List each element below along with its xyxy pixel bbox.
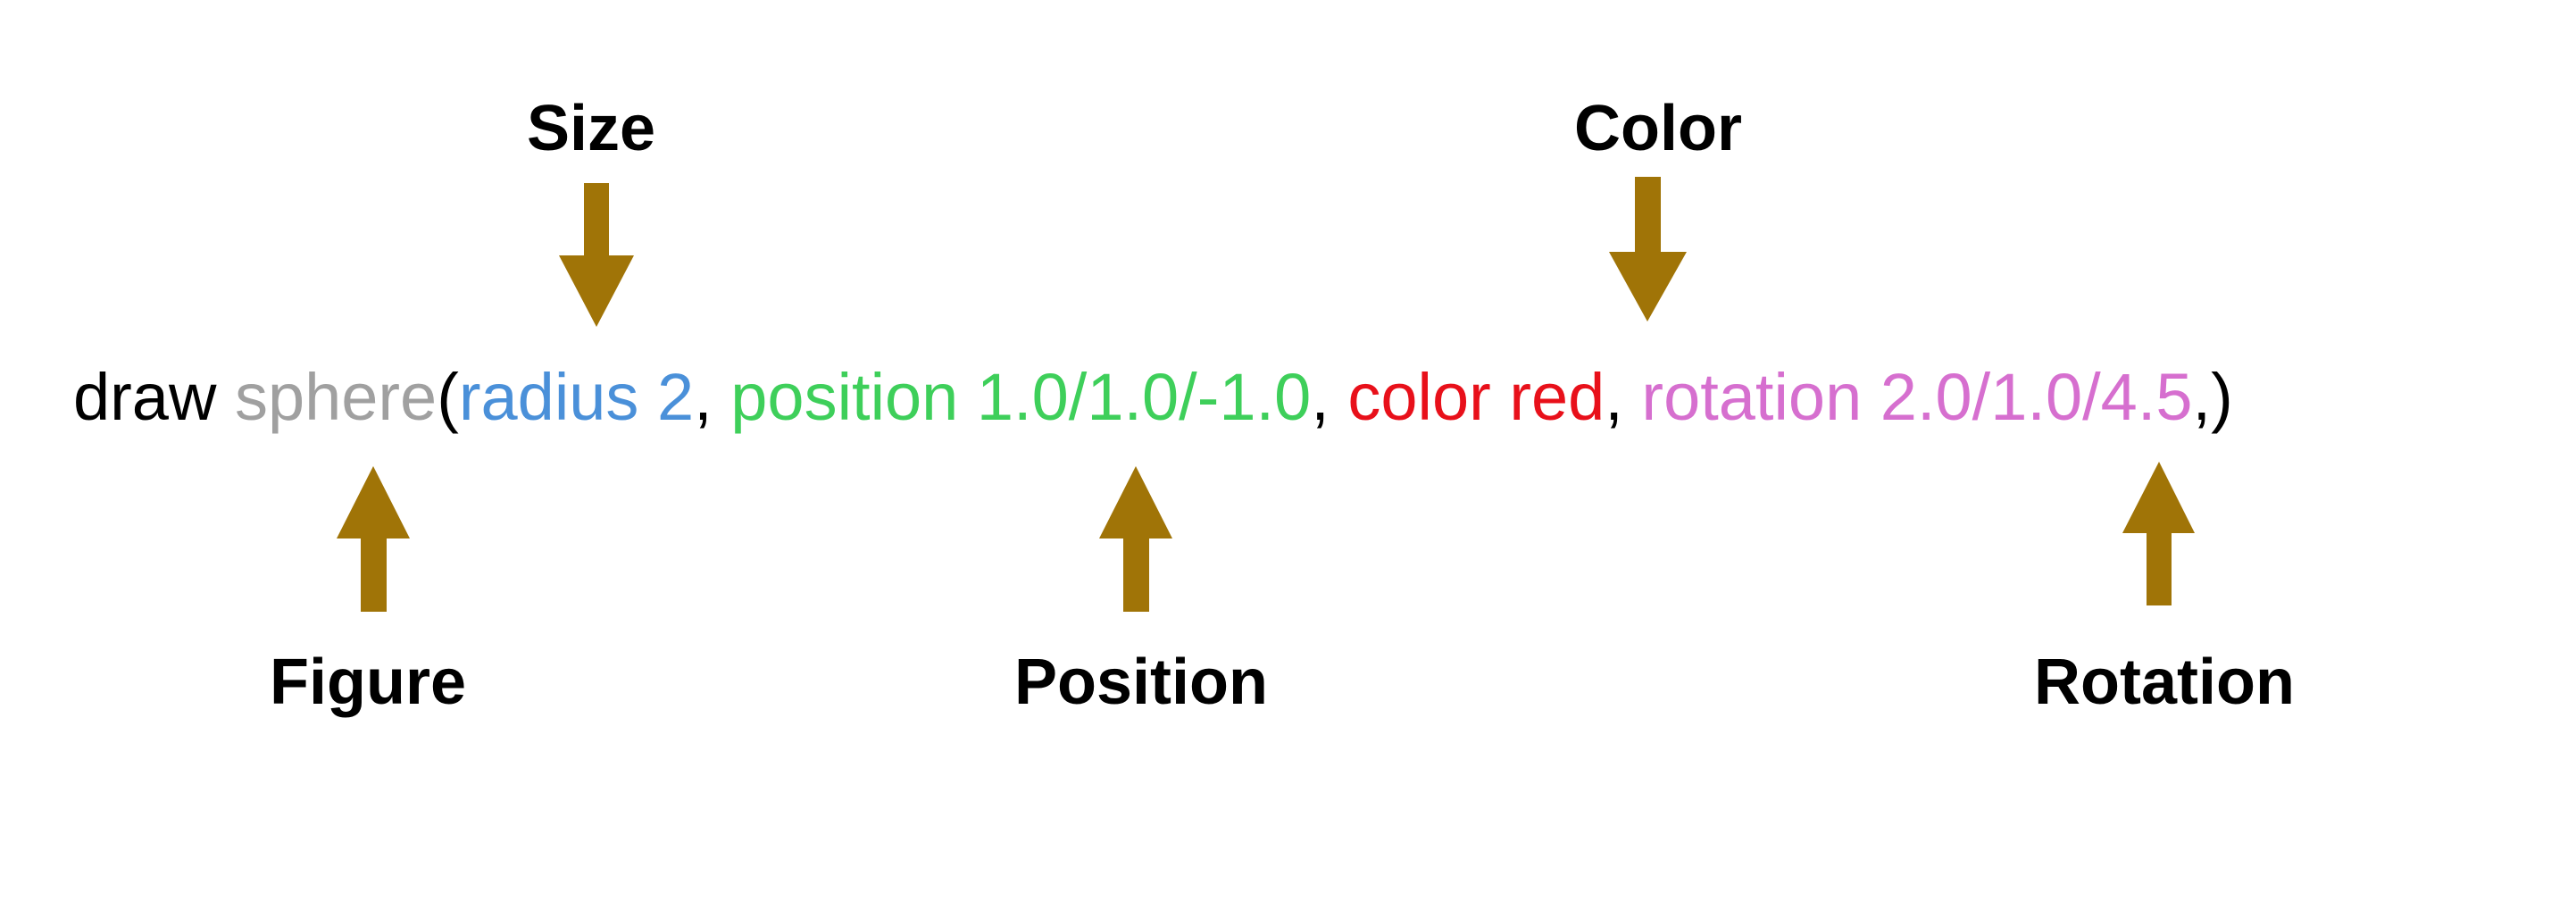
rotation-arrow-up-icon bbox=[2122, 462, 2195, 605]
size-label: Size bbox=[527, 93, 656, 164]
code-open-paren: ( bbox=[437, 360, 459, 434]
code-position: position 1.0/1.0/-1.0 bbox=[730, 360, 1312, 434]
rotation-label: Rotation bbox=[2034, 647, 2295, 718]
color-arrow-down-icon bbox=[1609, 177, 1687, 321]
position-arrow-up-icon bbox=[1099, 466, 1172, 612]
code-close: ,) bbox=[2192, 360, 2233, 434]
code-figure: sphere bbox=[234, 360, 438, 434]
figure-arrow-up-icon bbox=[337, 466, 410, 612]
code-sep-1: , bbox=[694, 360, 731, 434]
code-sep-3: , bbox=[1605, 360, 1642, 434]
code-rotation: rotation 2.0/1.0/4.5 bbox=[1641, 360, 2193, 434]
code-draw: draw bbox=[73, 360, 235, 434]
code-radius: radius 2 bbox=[458, 360, 695, 434]
code-line: draw sphere(radius 2, position 1.0/1.0/-… bbox=[73, 364, 2233, 430]
code-color: color red bbox=[1347, 360, 1605, 434]
position-label: Position bbox=[1014, 647, 1268, 718]
figure-label: Figure bbox=[270, 647, 467, 718]
code-sep-2: , bbox=[1311, 360, 1348, 434]
color-label: Color bbox=[1574, 93, 1742, 164]
size-arrow-down-icon bbox=[559, 183, 634, 327]
